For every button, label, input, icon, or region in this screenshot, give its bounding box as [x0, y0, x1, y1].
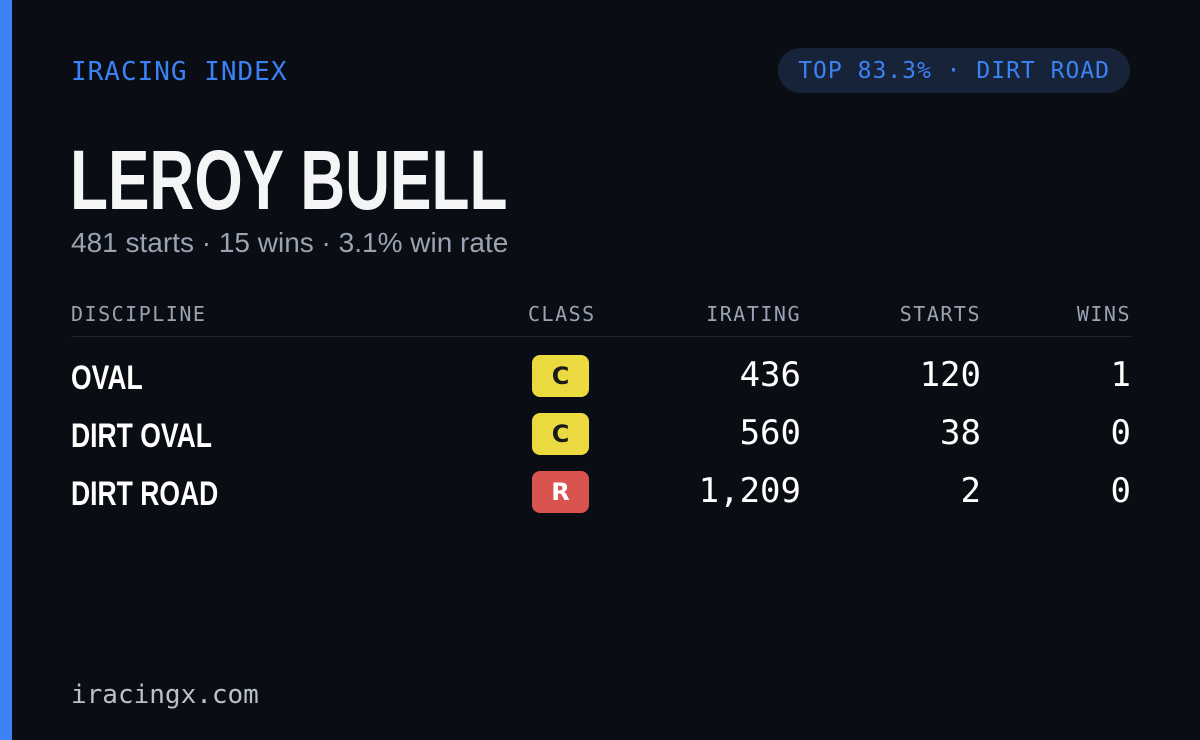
- class-badge: C: [532, 413, 589, 455]
- driver-summary: 481 starts · 15 wins · 3.1% win rate: [71, 227, 509, 258]
- discipline-name: OVAL: [71, 359, 143, 397]
- starts-value: 38: [940, 413, 981, 453]
- irating-value: 1,209: [698, 471, 801, 511]
- table-header: DISCIPLINE CLASS IRATING STARTS WINS: [71, 296, 1131, 337]
- starts-value: 2: [960, 471, 981, 511]
- class-badge: C: [532, 355, 589, 397]
- header-starts: STARTS: [899, 302, 981, 326]
- table-row: DIRT ROAD R 1,209 2 0: [71, 467, 1131, 525]
- discipline-table: DISCIPLINE CLASS IRATING STARTS WINS OVA…: [71, 296, 1131, 525]
- discipline-name: DIRT OVAL: [71, 417, 212, 455]
- starts-value: 120: [919, 355, 981, 395]
- discipline-name: DIRT ROAD: [71, 475, 219, 513]
- driver-name: LEROY BUELL: [70, 133, 508, 227]
- header-class: CLASS: [528, 302, 596, 326]
- wins-value: 0: [1110, 471, 1131, 511]
- wins-value: 1: [1110, 355, 1131, 395]
- wins-value: 0: [1110, 413, 1131, 453]
- table-row: DIRT OVAL C 560 38 0: [71, 409, 1131, 467]
- irating-value: 560: [739, 413, 801, 453]
- brand-title: IRACING INDEX: [71, 57, 288, 87]
- accent-bar: [0, 0, 12, 740]
- rank-badge: TOP 83.3% · DIRT ROAD: [778, 48, 1130, 93]
- class-badge: R: [532, 471, 589, 513]
- irating-value: 436: [739, 355, 801, 395]
- header-wins: WINS: [1076, 302, 1131, 326]
- table-row: OVAL C 436 120 1: [71, 351, 1131, 409]
- site-footer-link[interactable]: iracingx.com: [71, 680, 259, 710]
- header-discipline: DISCIPLINE: [71, 302, 207, 326]
- header-irating: IRATING: [706, 302, 801, 326]
